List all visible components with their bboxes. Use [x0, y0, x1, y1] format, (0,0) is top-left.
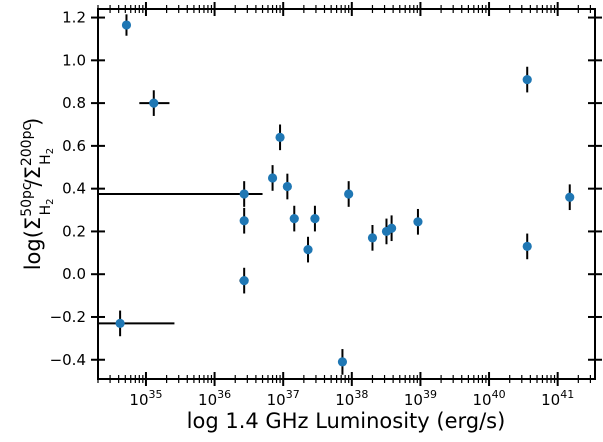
- x-tick-label: 1037: [267, 388, 300, 409]
- data-point: [239, 276, 249, 286]
- data-point: [239, 189, 249, 199]
- x-tick-label-base: 10: [335, 391, 354, 409]
- data-point: [267, 173, 278, 183]
- data-point: [303, 245, 313, 255]
- y-tick-label: 0.0: [62, 265, 86, 283]
- x-tick-label-base: 10: [198, 391, 217, 409]
- points-layer: [115, 20, 575, 367]
- x-tick-label-exponent: 38: [354, 388, 368, 401]
- x-tick-label-base: 10: [541, 391, 560, 409]
- data-point: [344, 189, 354, 199]
- y-tick-label: 0.4: [62, 180, 86, 198]
- x-tick-label-base: 10: [404, 391, 423, 409]
- x-tick-label-base: 10: [473, 391, 492, 409]
- data-point: [565, 192, 575, 202]
- x-tick-label-exponent: 35: [149, 388, 163, 401]
- data-point: [310, 213, 320, 224]
- y-title-num-sup: 50pc: [19, 182, 35, 216]
- x-tick-label: 1035: [129, 388, 162, 409]
- y-title-num-sub: H: [38, 205, 54, 216]
- data-point: [386, 223, 397, 233]
- x-tick-label-exponent: 41: [560, 388, 574, 401]
- data-point: [275, 132, 285, 142]
- data-point: [522, 241, 532, 251]
- x-tick-label-base: 10: [267, 391, 286, 409]
- x-tick-label-exponent: 39: [423, 388, 437, 401]
- x-tick-label-exponent: 36: [217, 388, 231, 401]
- y-tick-label: −0.4: [50, 351, 86, 369]
- x-tick-label: 1036: [198, 388, 231, 409]
- y-title-suffix: ): [21, 118, 45, 126]
- y-title-den-sub2: 2: [45, 148, 56, 154]
- x-tick-label-exponent: 37: [286, 388, 300, 401]
- x-tick-label: 1039: [404, 388, 437, 409]
- y-title-prefix: log(Σ: [21, 217, 45, 270]
- y-axis-title: log(Σ50pc H2/Σ200pc H2): [19, 118, 56, 271]
- data-point: [337, 357, 348, 367]
- y-title-den-sub: H: [38, 154, 54, 165]
- x-tick-label: 1040: [473, 388, 506, 409]
- y-tick-label: 0.2: [62, 222, 86, 240]
- data-point: [149, 98, 159, 108]
- errorbars-layer: [98, 14, 571, 375]
- x-tick-label: 1041: [541, 388, 574, 409]
- y-tick-label: −0.2: [50, 308, 86, 326]
- x-axis-title: log 1.4 GHz Luminosity (erg/s): [187, 409, 506, 433]
- y-tick-label: 1.0: [62, 51, 86, 69]
- data-point: [282, 181, 292, 192]
- y-tick-label: 0.8: [62, 94, 86, 112]
- data-point: [289, 213, 299, 224]
- data-point: [121, 20, 132, 30]
- data-point: [522, 74, 532, 85]
- y-title-slash: /Σ: [21, 166, 45, 186]
- x-tick-label-base: 10: [129, 391, 148, 409]
- data-point: [115, 318, 125, 328]
- y-title-num-sub2: 2: [45, 198, 56, 204]
- y-tick-label: 0.6: [62, 137, 86, 155]
- x-tick-label: 1038: [335, 388, 368, 409]
- x-tick-label-exponent: 40: [492, 388, 506, 401]
- data-point: [239, 216, 249, 226]
- y-tick-label: 1.2: [62, 9, 86, 27]
- data-point: [367, 233, 378, 243]
- plot-frame: [97, 8, 596, 380]
- data-point: [413, 217, 423, 227]
- y-title-den-sup: 200pc: [19, 123, 35, 166]
